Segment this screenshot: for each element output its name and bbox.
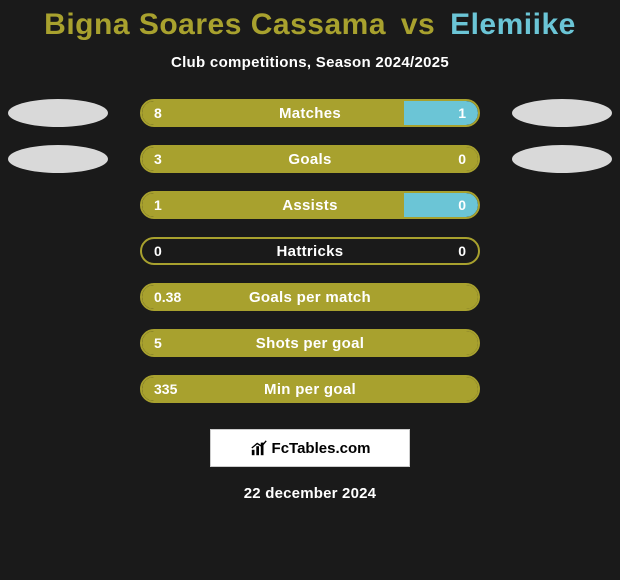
stat-bar: 0.38Goals per match — [140, 283, 480, 311]
stat-row: 1Assists0 — [0, 191, 620, 219]
chart-icon — [250, 439, 268, 457]
stat-bar: 335Min per goal — [140, 375, 480, 403]
stat-label: Goals — [142, 151, 478, 168]
ellipse-right — [512, 145, 612, 173]
stat-value-right: 0 — [458, 151, 466, 167]
stat-label: Goals per match — [142, 289, 478, 306]
stat-bar: 5Shots per goal — [140, 329, 480, 357]
stat-row: 0.38Goals per match — [0, 283, 620, 311]
stat-bar: 8Matches1 — [140, 99, 480, 127]
ellipse-left — [8, 145, 108, 173]
player2-name: Elemiike — [450, 8, 576, 41]
page-title: Bigna Soares Cassama vs Elemiike — [44, 8, 576, 42]
ellipse-right — [512, 99, 612, 127]
ellipse-left — [8, 99, 108, 127]
stat-row: 335Min per goal — [0, 375, 620, 403]
stat-value-right: 0 — [458, 243, 466, 259]
player1-name: Bigna Soares Cassama — [44, 8, 386, 41]
stat-value-right: 1 — [458, 105, 466, 121]
stats-container: 8Matches13Goals01Assists00Hattricks00.38… — [0, 99, 620, 403]
stat-label: Hattricks — [142, 243, 478, 260]
stat-row: 5Shots per goal — [0, 329, 620, 357]
stat-label: Matches — [142, 105, 478, 122]
subtitle: Club competitions, Season 2024/2025 — [171, 54, 449, 71]
stat-bar: 3Goals0 — [140, 145, 480, 173]
stat-label: Min per goal — [142, 381, 478, 398]
stat-bar: 1Assists0 — [140, 191, 480, 219]
stat-label: Assists — [142, 197, 478, 214]
stat-value-right: 0 — [458, 197, 466, 213]
date-text: 22 december 2024 — [244, 485, 376, 502]
stat-row: 3Goals0 — [0, 145, 620, 173]
brand-box[interactable]: FcTables.com — [210, 429, 410, 467]
stat-row: 0Hattricks0 — [0, 237, 620, 265]
stat-row: 8Matches1 — [0, 99, 620, 127]
stat-bar: 0Hattricks0 — [140, 237, 480, 265]
vs-text: vs — [401, 8, 435, 41]
stat-label: Shots per goal — [142, 335, 478, 352]
brand-text: FcTables.com — [272, 440, 371, 457]
